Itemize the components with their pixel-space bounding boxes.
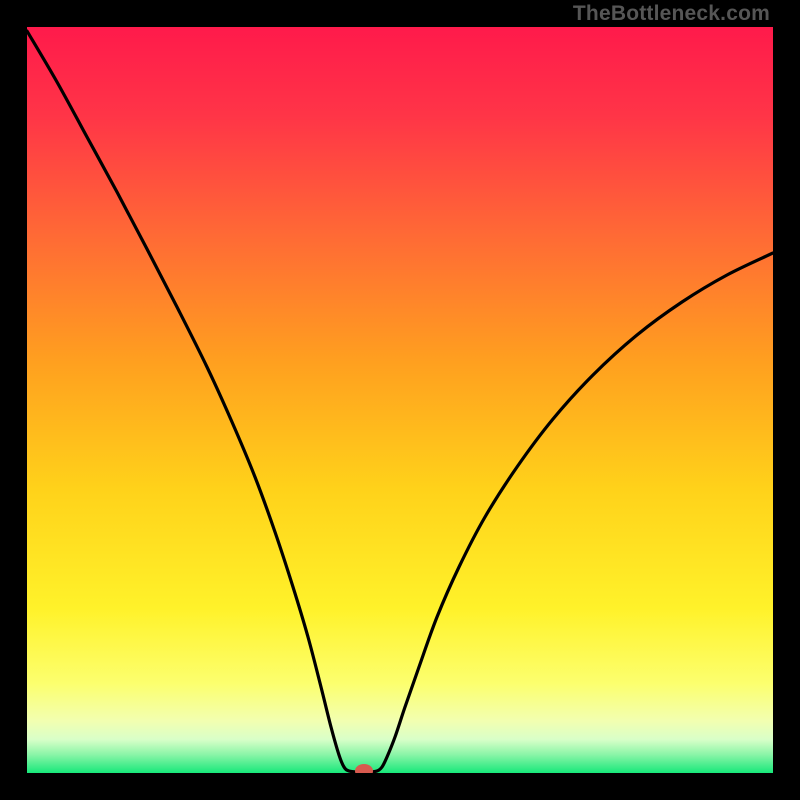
- plot-area: [27, 27, 773, 773]
- minimum-marker: [355, 764, 373, 773]
- bottleneck-curve: [27, 27, 773, 773]
- chart-frame: TheBottleneck.com: [0, 0, 800, 800]
- watermark-text: TheBottleneck.com: [573, 2, 770, 26]
